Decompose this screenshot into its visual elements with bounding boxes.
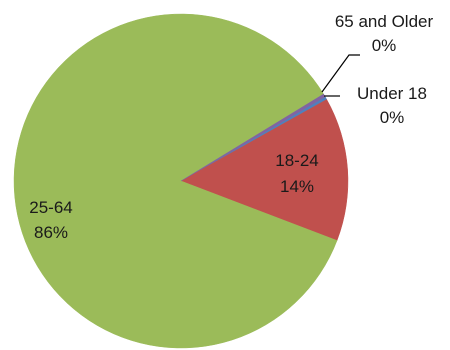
pie-slice-65-and-older <box>180 93 326 182</box>
pie-slice-18-24 <box>180 99 349 241</box>
label-18-24-name: 18-24 <box>275 151 318 170</box>
leader-line-65-and-older <box>321 54 360 93</box>
label-65-and-older-name: 65 and Older <box>335 12 434 31</box>
label-65-and-older-pct: 0% <box>372 36 397 55</box>
pie-slices <box>13 13 349 349</box>
label-25-64-name: 25-64 <box>29 198 72 217</box>
label-under-18-pct: 0% <box>380 108 405 127</box>
pie-slice-25-64 <box>13 13 338 349</box>
label-25-64-pct: 86% <box>34 223 68 242</box>
label-under-18-name: Under 18 <box>357 84 427 103</box>
label-18-24-pct: 14% <box>280 177 314 196</box>
